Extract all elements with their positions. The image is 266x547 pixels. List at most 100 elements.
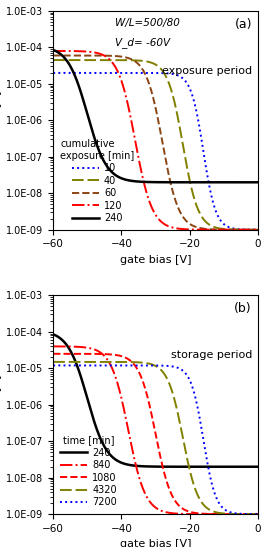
240 bbox=[88, 118, 91, 125]
40 bbox=[88, 57, 91, 63]
10 bbox=[206, 172, 209, 179]
120 bbox=[88, 49, 91, 55]
Line: 240: 240 bbox=[53, 334, 258, 467]
60 bbox=[52, 52, 55, 59]
7200 bbox=[144, 362, 147, 369]
4320 bbox=[256, 511, 260, 517]
1080 bbox=[188, 509, 192, 515]
4320 bbox=[188, 468, 192, 474]
4320 bbox=[144, 360, 147, 366]
10 bbox=[52, 69, 55, 76]
40 bbox=[104, 57, 107, 63]
40 bbox=[144, 58, 147, 65]
Line: 40: 40 bbox=[53, 60, 258, 230]
7200 bbox=[206, 460, 209, 467]
Legend: 240, 840, 1080, 4320, 7200: 240, 840, 1080, 4320, 7200 bbox=[58, 433, 119, 509]
840 bbox=[104, 354, 107, 361]
X-axis label: gate bias [V]: gate bias [V] bbox=[120, 255, 191, 265]
10 bbox=[188, 86, 192, 92]
10 bbox=[172, 71, 176, 78]
Text: W/L=500/80: W/L=500/80 bbox=[115, 18, 180, 27]
Line: 120: 120 bbox=[53, 51, 258, 230]
Text: exposure period: exposure period bbox=[162, 66, 252, 75]
240 bbox=[52, 331, 55, 337]
Line: 840: 840 bbox=[53, 346, 258, 514]
60 bbox=[88, 52, 91, 59]
240 bbox=[52, 46, 55, 53]
7200 bbox=[88, 362, 91, 369]
7200 bbox=[256, 511, 260, 517]
240 bbox=[144, 179, 147, 185]
1080 bbox=[88, 351, 91, 357]
10 bbox=[104, 69, 107, 76]
Line: 60: 60 bbox=[53, 55, 258, 230]
Text: storage period: storage period bbox=[171, 350, 252, 360]
7200 bbox=[52, 362, 55, 369]
4320 bbox=[206, 505, 209, 511]
Legend: 10, 40, 60, 120, 240: 10, 40, 60, 120, 240 bbox=[58, 137, 136, 225]
60 bbox=[104, 53, 107, 59]
7200 bbox=[172, 363, 176, 370]
1080 bbox=[256, 511, 260, 517]
240 bbox=[88, 403, 91, 409]
4320 bbox=[104, 359, 107, 365]
60 bbox=[256, 226, 260, 233]
240 bbox=[188, 179, 192, 185]
240 bbox=[104, 161, 107, 168]
7200 bbox=[188, 377, 192, 384]
Line: 4320: 4320 bbox=[53, 362, 258, 514]
1080 bbox=[52, 351, 55, 357]
40 bbox=[188, 178, 192, 185]
840 bbox=[188, 511, 192, 517]
4320 bbox=[172, 394, 176, 401]
Line: 7200: 7200 bbox=[53, 365, 258, 514]
X-axis label: gate bias [V]: gate bias [V] bbox=[120, 539, 191, 547]
840 bbox=[206, 511, 209, 517]
Text: V_d= -60V: V_d= -60V bbox=[115, 37, 170, 48]
10 bbox=[144, 69, 147, 76]
120 bbox=[188, 226, 192, 232]
10 bbox=[256, 226, 260, 233]
4320 bbox=[52, 359, 55, 365]
60 bbox=[172, 193, 176, 199]
10 bbox=[88, 69, 91, 76]
240 bbox=[104, 446, 107, 452]
840 bbox=[52, 343, 55, 350]
840 bbox=[256, 511, 260, 517]
120 bbox=[144, 187, 147, 194]
840 bbox=[88, 345, 91, 351]
120 bbox=[52, 48, 55, 54]
Line: 10: 10 bbox=[53, 73, 258, 230]
240 bbox=[188, 463, 192, 470]
120 bbox=[172, 225, 176, 231]
840 bbox=[144, 492, 147, 498]
60 bbox=[206, 226, 209, 232]
240 bbox=[172, 179, 176, 185]
60 bbox=[144, 72, 147, 79]
4320 bbox=[88, 359, 91, 365]
240 bbox=[206, 179, 209, 185]
40 bbox=[206, 220, 209, 226]
40 bbox=[172, 96, 176, 103]
240 bbox=[172, 463, 176, 470]
120 bbox=[256, 226, 260, 233]
1080 bbox=[104, 351, 107, 357]
120 bbox=[104, 53, 107, 60]
40 bbox=[256, 226, 260, 233]
240 bbox=[144, 463, 147, 470]
1080 bbox=[206, 511, 209, 517]
40 bbox=[52, 57, 55, 63]
1080 bbox=[144, 388, 147, 394]
Line: 240: 240 bbox=[53, 50, 258, 182]
Line: 1080: 1080 bbox=[53, 354, 258, 514]
120 bbox=[206, 226, 209, 233]
Y-axis label: current [A]: current [A] bbox=[0, 375, 1, 435]
240 bbox=[256, 463, 260, 470]
840 bbox=[172, 510, 176, 517]
Y-axis label: current [A]: current [A] bbox=[0, 90, 1, 150]
240 bbox=[256, 179, 260, 185]
7200 bbox=[104, 362, 107, 369]
Text: (a): (a) bbox=[234, 18, 252, 31]
1080 bbox=[172, 496, 176, 502]
60 bbox=[188, 221, 192, 228]
